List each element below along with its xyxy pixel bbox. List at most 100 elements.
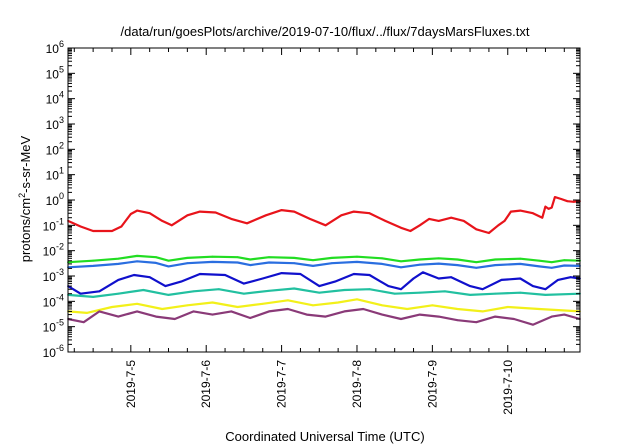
y-tick-label: 104 [46,90,64,107]
data-point [406,308,409,310]
y-tick-label-base: 10 [43,219,57,233]
y-tick-label-exponent: -6 [56,343,64,353]
data-point [170,224,173,227]
data-point [331,257,333,259]
data-point [368,288,371,291]
data-point [111,306,113,308]
data-point [418,263,421,266]
data-point [92,296,94,298]
data-point [544,288,547,291]
data-point [456,264,459,266]
data-point [475,266,478,269]
data-point [324,224,327,227]
y-tick-label: 10-6 [43,343,64,360]
data-point [384,220,387,222]
data-point [98,310,101,313]
data-point [400,226,402,229]
data-point [572,200,575,203]
data-point [167,265,170,268]
data-point [550,206,553,209]
data-point [155,315,157,318]
data-point [428,218,431,220]
data-point [155,256,157,259]
data-point [352,210,355,213]
data-point [368,212,371,215]
data-point [136,255,139,257]
data-point [299,273,302,275]
data-point [563,259,566,262]
data-point [186,257,189,259]
data-point [400,318,402,320]
data-point [117,292,120,295]
data-point [324,315,327,318]
data-point [494,292,497,295]
data-point [199,210,201,213]
data-point [437,257,440,260]
data-point [186,214,189,217]
chart-title: /data/run/goesPlots/archive/2019-07-10/f… [121,24,530,39]
data-point [538,308,541,310]
x-tick-label: 2019-7-5 [124,360,138,408]
data-point [409,230,412,232]
data-point [538,259,541,262]
data-point [400,260,402,263]
y-tick-label-exponent: -3 [56,267,64,277]
data-point [136,209,139,212]
data-point [510,210,512,213]
y-axis: 10-610-510-410-310-210-11001011021031041… [43,39,580,360]
y-tick-label: 10-3 [43,267,64,284]
data-point [513,318,515,320]
data-point [550,266,553,269]
x-axis-label: Coordinated Universal Time (UTC) [225,429,424,444]
y-tick-label: 10-1 [43,216,64,233]
data-point [381,263,383,265]
y-axis-label-sup: 2 [17,193,27,198]
y-tick-label-exponent: -4 [56,292,64,302]
data-point [418,258,421,261]
data-point [136,302,139,305]
data-point [186,304,189,307]
data-point [356,255,358,258]
y-tick-label-base: 10 [43,295,57,309]
data-point [164,285,167,287]
data-point [309,218,311,220]
data-point [136,260,139,263]
y-tick-label-base: 10 [46,143,60,157]
data-point [192,310,195,313]
series-line [67,307,581,326]
data-point [167,259,170,262]
x-axis: 2019-7-5 2019-7-6 2019-7-7 2019-7-8 2019-7-9… [73,48,565,415]
data-point [280,272,283,274]
data-point [563,264,566,267]
y-tick-label-base: 10 [43,245,57,259]
data-point [481,288,484,291]
x-tick-label: 2019-7-9 [425,360,439,408]
y-tick-label-base: 10 [46,118,60,132]
series-line [67,298,581,314]
data-point [412,277,415,280]
data-point [268,256,270,259]
x-tick-label: 2019-7-6 [199,360,213,408]
data-point [211,261,214,263]
data-point [287,308,289,310]
data-point [230,310,233,313]
data-point [92,259,94,262]
data-point [334,280,336,283]
data-point [293,257,296,259]
data-point [343,310,346,313]
data-point [167,294,170,296]
data-point [456,308,459,310]
data-point [129,213,132,215]
series-group [67,271,581,295]
data-point [381,304,383,307]
data-point [519,209,522,212]
data-point [550,315,553,318]
data-point [148,212,151,215]
data-point [117,263,120,265]
data-point [268,261,270,264]
data-point [544,205,547,208]
data-point [186,262,189,265]
data-point [305,313,308,316]
data-point [79,225,82,228]
data-point [381,257,383,260]
